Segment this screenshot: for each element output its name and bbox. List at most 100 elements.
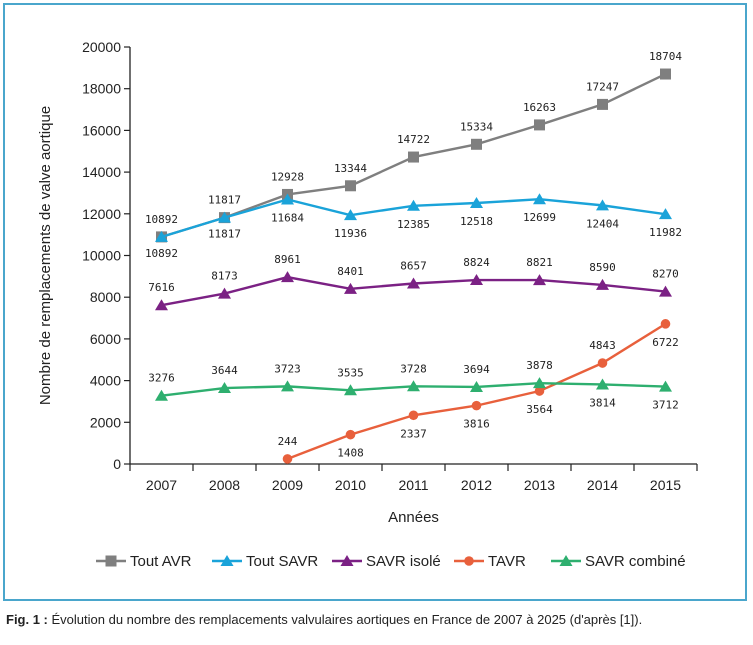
x-tick-label: 2010 bbox=[335, 477, 366, 493]
y-tick-label: 4000 bbox=[90, 373, 121, 389]
data-label-tavr: 3816 bbox=[463, 418, 490, 431]
series-savr-isol: 7616 8173 8961 8401 8657 8824 8821 8590 8270 bbox=[148, 253, 679, 311]
y-tick-label: 14000 bbox=[82, 164, 121, 180]
data-point-tout-savr bbox=[659, 208, 672, 220]
data-point-tout-avr bbox=[408, 151, 419, 163]
data-point-tout-avr bbox=[534, 119, 545, 131]
x-tick-label: 2012 bbox=[461, 477, 492, 493]
data-label-savr-combin: 3723 bbox=[274, 362, 301, 375]
data-point-savr-isol bbox=[596, 278, 609, 290]
data-label-tout-avr: 11817 bbox=[208, 194, 241, 207]
legend-label: Tout AVR bbox=[130, 553, 192, 570]
data-point-savr-combin bbox=[281, 380, 294, 392]
data-point-tavr bbox=[345, 429, 356, 440]
data-point-tout-avr bbox=[660, 68, 671, 80]
x-tick-label: 2011 bbox=[398, 477, 428, 493]
data-point-savr-isol bbox=[659, 285, 672, 297]
data-label-tout-avr: 17247 bbox=[586, 80, 619, 93]
data-label-savr-isol: 8590 bbox=[589, 261, 616, 274]
legend-label: SAVR isolé bbox=[366, 553, 441, 570]
y-tick-label: 10000 bbox=[82, 248, 121, 264]
data-label-tout-savr: 11936 bbox=[334, 227, 367, 240]
x-tick-label: 2013 bbox=[524, 477, 555, 493]
data-point-savr-combin bbox=[533, 377, 546, 389]
data-label-savr-isol: 8961 bbox=[274, 253, 301, 266]
data-label-tout-avr: 18704 bbox=[649, 50, 682, 63]
data-point-savr-combin bbox=[344, 384, 357, 396]
data-label-savr-combin: 3728 bbox=[400, 362, 427, 375]
data-label-savr-isol: 7616 bbox=[148, 281, 175, 294]
data-point-savr-combin bbox=[155, 389, 168, 401]
data-point-savr-isol bbox=[218, 287, 231, 299]
caption-prefix: Fig. 1 : bbox=[6, 612, 48, 627]
data-label-savr-isol: 8173 bbox=[211, 270, 238, 283]
data-point-savr-combin bbox=[596, 378, 609, 390]
data-label-tout-avr: 13344 bbox=[334, 162, 367, 175]
y-tick-label: 18000 bbox=[82, 81, 121, 97]
data-label-tout-savr: 12699 bbox=[523, 211, 556, 224]
series-savr-combin: 3276 3644 3723 3535 3728 3694 3878 3814 3712 bbox=[148, 359, 679, 411]
legend-marker bbox=[464, 556, 474, 566]
data-label-savr-isol: 8270 bbox=[652, 268, 679, 281]
caption-text: Évolution du nombre des remplacements va… bbox=[47, 612, 643, 627]
data-point-tout-savr bbox=[533, 193, 546, 205]
data-point-savr-isol bbox=[407, 277, 420, 289]
data-label-savr-combin: 3814 bbox=[589, 396, 616, 409]
x-tick-label: 2014 bbox=[587, 477, 618, 493]
x-tick-label: 2007 bbox=[146, 477, 177, 493]
data-label-tavr: 4843 bbox=[589, 339, 616, 352]
data-point-tavr bbox=[471, 400, 482, 411]
legend-label: SAVR combiné bbox=[585, 553, 686, 570]
x-axis-title: Années bbox=[388, 509, 439, 526]
chart: 0 2000 4000 6000 8000 10000 12000 14000 16000 180… bbox=[37, 39, 698, 570]
data-point-tavr bbox=[282, 454, 293, 464]
data-point-savr-combin bbox=[218, 382, 231, 394]
data-point-tavr bbox=[408, 410, 419, 421]
data-label-savr-combin: 3694 bbox=[463, 363, 490, 376]
series-tavr: 244 1408 2337 3816 3564 4843 6722 bbox=[278, 319, 679, 464]
data-point-tout-savr bbox=[596, 199, 609, 211]
data-point-tout-savr bbox=[281, 193, 294, 205]
y-tick-label: 6000 bbox=[90, 331, 121, 347]
data-label-tout-savr: 12385 bbox=[397, 218, 430, 231]
data-point-savr-isol bbox=[344, 282, 357, 294]
data-label-tout-avr: 10892 bbox=[145, 213, 178, 226]
y-axis-title: Nombre de remplacements de valve aortiqu… bbox=[37, 106, 54, 405]
legend-marker bbox=[220, 555, 234, 566]
series-tout-savr: 10892 11817 11684 11936 12385 12518 12699 12404… bbox=[145, 193, 682, 260]
data-label-tavr: 1408 bbox=[337, 447, 364, 460]
legend-marker bbox=[105, 555, 117, 567]
data-label-tout-avr: 12928 bbox=[271, 170, 304, 183]
legend-marker bbox=[559, 555, 573, 566]
data-label-savr-isol: 8657 bbox=[400, 260, 427, 273]
x-tick-label: 2008 bbox=[209, 477, 240, 493]
data-point-savr-isol bbox=[155, 299, 168, 311]
y-tick-label: 20000 bbox=[82, 39, 121, 55]
data-label-tout-savr: 11817 bbox=[208, 228, 241, 241]
legend-marker bbox=[340, 555, 354, 566]
data-point-tout-savr bbox=[470, 196, 483, 208]
legend-item-tout-avr: Tout AVR bbox=[96, 553, 192, 570]
data-point-tavr bbox=[660, 319, 671, 329]
data-label-tout-savr: 11684 bbox=[271, 212, 304, 225]
data-label-tout-avr: 15334 bbox=[460, 120, 493, 133]
data-point-savr-combin bbox=[659, 380, 672, 392]
data-label-savr-combin: 3535 bbox=[337, 366, 364, 379]
legend-item-savr-isol: SAVR isolé bbox=[332, 553, 441, 570]
series-tout-avr: 10892 11817 12928 13344 14722 15334 16263 17247… bbox=[145, 50, 682, 243]
x-tick-label: 2009 bbox=[272, 477, 303, 493]
data-point-tout-avr bbox=[345, 180, 356, 192]
data-label-tout-savr: 12404 bbox=[586, 217, 619, 230]
data-point-savr-combin bbox=[407, 380, 420, 392]
data-point-tout-avr bbox=[597, 98, 608, 110]
legend-label: Tout SAVR bbox=[246, 553, 318, 570]
data-point-savr-isol bbox=[281, 271, 294, 283]
data-label-tavr: 2337 bbox=[400, 427, 427, 440]
figure-caption: Fig. 1 : Évolution du nombre des remplac… bbox=[6, 612, 642, 627]
data-label-tout-avr: 16263 bbox=[523, 101, 556, 114]
data-label-savr-combin: 3644 bbox=[211, 364, 238, 377]
data-point-savr-combin bbox=[470, 380, 483, 392]
data-label-savr-isol: 8824 bbox=[463, 256, 490, 269]
data-point-tout-avr bbox=[471, 138, 482, 150]
data-point-savr-isol bbox=[470, 274, 483, 286]
